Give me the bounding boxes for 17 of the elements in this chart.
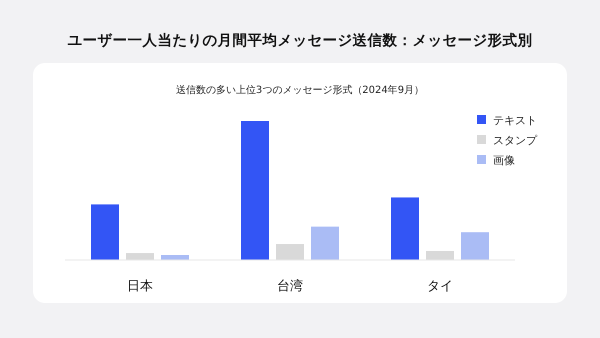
x-tick-label: 台湾 <box>277 278 303 294</box>
bar <box>311 226 339 260</box>
legend-label: テキスト <box>493 114 537 127</box>
bar <box>91 204 119 260</box>
chart-subtitle: 送信数の多い上位3つのメッセージ形式（2024年9月） <box>176 84 424 96</box>
chart-title: ユーザー一人当たりの月間平均メッセージ送信数：メッセージ形式別 <box>68 32 532 49</box>
bar <box>461 232 489 260</box>
bar <box>276 244 304 260</box>
bar <box>426 250 454 260</box>
x-tick-label: タイ <box>427 279 453 294</box>
bar <box>126 253 154 260</box>
bar <box>241 121 269 260</box>
legend-label: 画像 <box>493 154 515 167</box>
bar <box>161 254 189 260</box>
legend-label: スタンプ <box>493 134 538 147</box>
x-tick-label: 日本 <box>127 279 153 294</box>
bar <box>391 197 419 260</box>
